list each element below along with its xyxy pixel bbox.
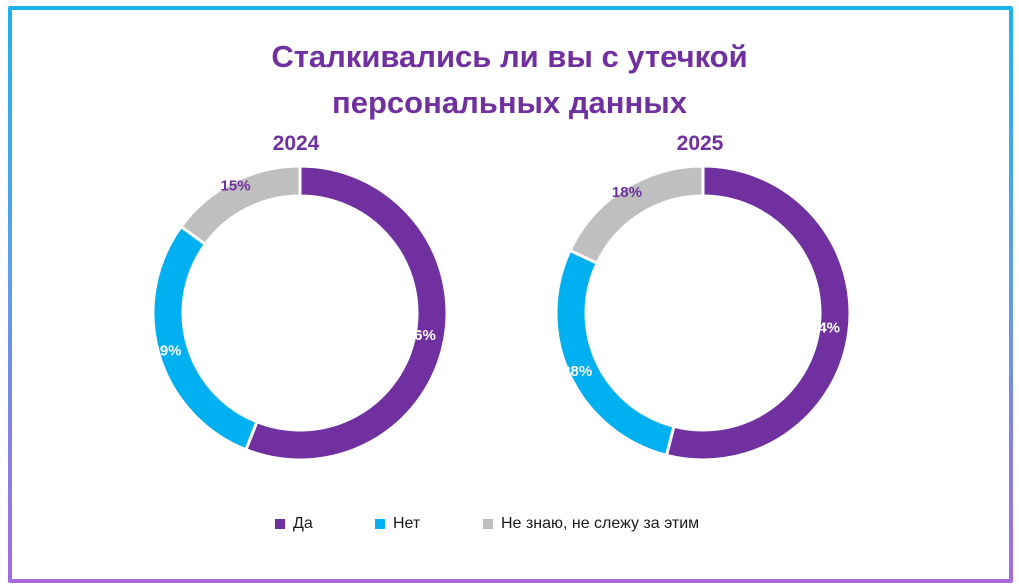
- chart-title-line-1: Сталкивались ли вы с утечкой: [271, 39, 748, 74]
- donut-title-2024: 2024: [272, 132, 320, 155]
- legend: Да Нет Не знаю, не слежу за этим: [0, 515, 1019, 539]
- legend-label-dont-know: Не знаю, не слежу за этим: [501, 515, 700, 532]
- chart-title-line-2: персональных данных: [332, 85, 687, 120]
- data-label-2024-yes: 56%: [406, 327, 436, 344]
- data-label-2024-dont-know: 15%: [221, 177, 251, 194]
- legend-swatch-yes: [275, 519, 285, 529]
- donut-title-2025: 2025: [676, 132, 724, 155]
- legend-label-no: Нет: [393, 515, 421, 532]
- data-label-2025-no: 28%: [562, 363, 592, 380]
- legend-item-dont-know: Не знаю, не слежу за этим: [483, 515, 699, 533]
- donut-chart-2024: 56% 29% 15%: [151, 164, 449, 462]
- legend-label-yes: Да: [293, 515, 313, 532]
- legend-item-yes: Да: [275, 515, 313, 533]
- legend-item-no: Нет: [375, 515, 420, 533]
- data-label-2025-yes: 54%: [810, 319, 840, 336]
- donut-chart-2025: 54% 28% 18%: [554, 164, 852, 462]
- chart-title: Сталкивались ли вы с утечкой персональны…: [0, 34, 1019, 126]
- donut-slice-2025-yes: [664, 164, 852, 462]
- donut-slice-2024-dont-know: [178, 164, 302, 247]
- data-label-2024-no: 29%: [152, 343, 182, 360]
- legend-swatch-no: [375, 519, 385, 529]
- donut-slice-2024-yes: [243, 164, 449, 462]
- donut-slice-2025-dont-know: [567, 164, 705, 266]
- donut-slice-2024-no: [151, 224, 259, 452]
- legend-swatch-dont-know: [483, 519, 493, 529]
- donut-slice-2025-no: [554, 248, 676, 458]
- data-label-2025-dont-know: 18%: [612, 184, 642, 201]
